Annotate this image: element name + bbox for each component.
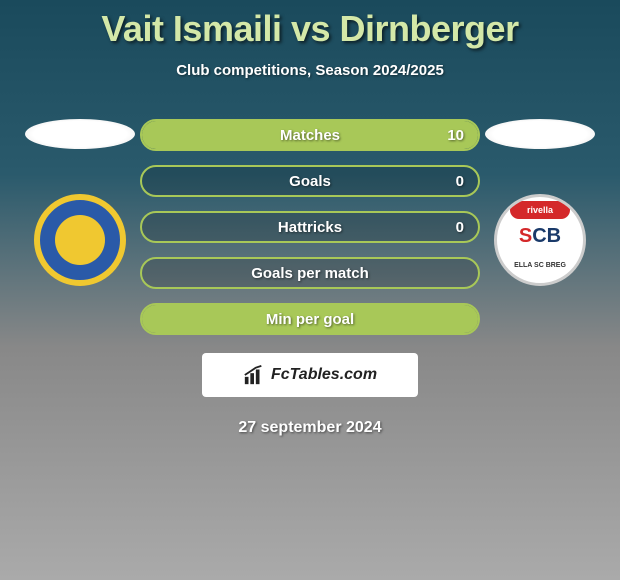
stat-label: Min per goal: [266, 311, 354, 328]
stat-value: 0: [456, 219, 464, 236]
stat-label: Goals per match: [251, 265, 369, 282]
abbrev-s: S: [519, 225, 532, 247]
stat-label: Hattricks: [278, 219, 342, 236]
stat-bar-gpm: Goals per match: [140, 257, 480, 289]
subtitle: Club competitions, Season 2024/2025: [0, 62, 620, 79]
stat-bar-hattricks: Hattricks 0: [140, 211, 480, 243]
club-abbrev: SCB: [519, 225, 561, 248]
stat-label: Goals: [289, 173, 331, 190]
stat-value: 0: [456, 173, 464, 190]
stat-bar-goals: Goals 0: [140, 165, 480, 197]
stat-bar-mpg: Min per goal: [140, 303, 480, 335]
stat-bar-matches: Matches 10: [140, 119, 480, 151]
player-avatar-left: [25, 119, 135, 149]
club-subtext: ELLA SC BREG: [514, 262, 566, 269]
footer-date: 27 september 2024: [0, 419, 620, 437]
brand-badge: FcTables.com: [202, 353, 418, 397]
left-side: [20, 119, 140, 286]
page-title: Vait Ismaili vs Dirnberger: [0, 0, 620, 50]
comparison-content: Matches 10 Goals 0 Hattricks 0 Goals per…: [0, 119, 620, 335]
chart-icon: [243, 364, 265, 386]
stat-value: 10: [447, 127, 464, 144]
abbrev-b: B: [547, 225, 561, 247]
club-logo-left-inner: [55, 215, 105, 265]
right-side: rivella SCB ELLA SC BREG: [480, 119, 600, 286]
sponsor-badge: rivella: [510, 201, 570, 219]
stats-bars: Matches 10 Goals 0 Hattricks 0 Goals per…: [140, 119, 480, 335]
stat-label: Matches: [280, 127, 340, 144]
brand-text: FcTables.com: [271, 366, 377, 384]
player-avatar-right: [485, 119, 595, 149]
club-logo-left: [34, 194, 126, 286]
club-logo-right: rivella SCB ELLA SC BREG: [494, 194, 586, 286]
abbrev-c: C: [532, 225, 546, 247]
